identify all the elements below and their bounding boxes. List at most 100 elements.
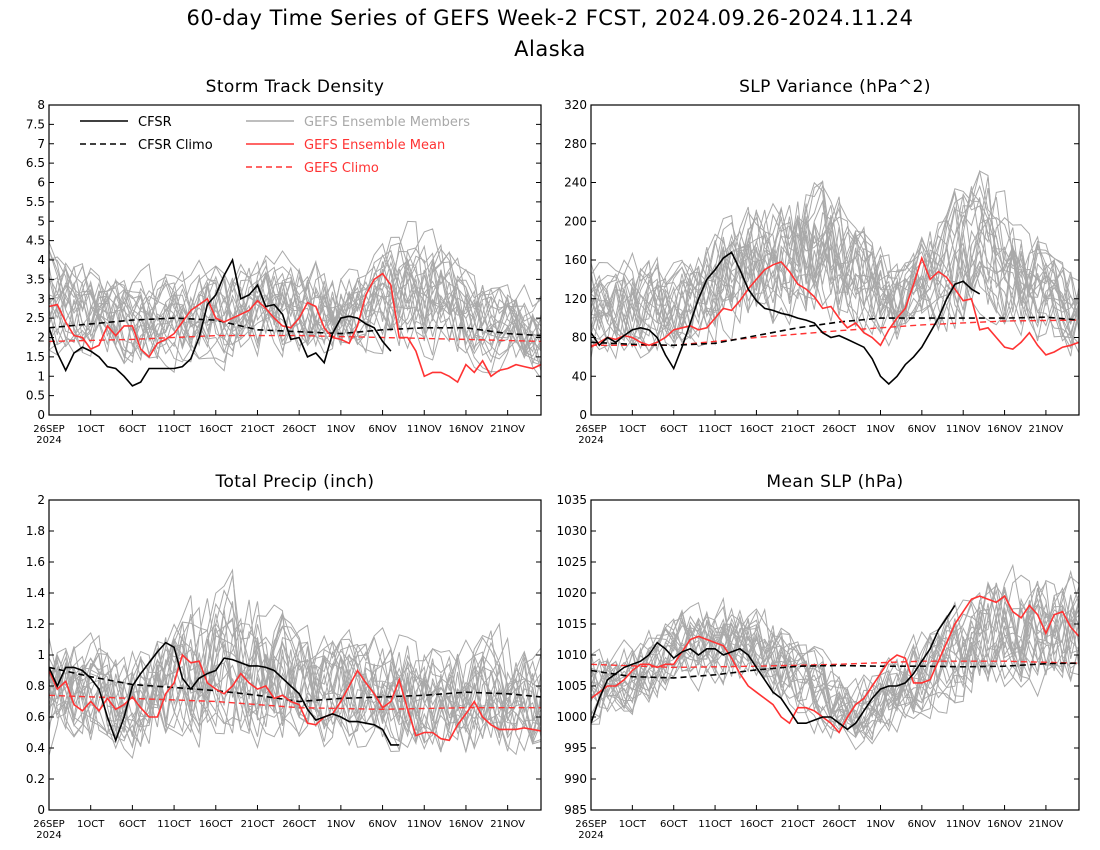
member-line (49, 259, 541, 365)
x-tick-label: 26SEP (575, 424, 606, 435)
member-line (49, 622, 541, 748)
y-tick-label: 0.4 (26, 741, 45, 755)
series-gefs-climo (591, 660, 1079, 669)
legend-label: CFSR (138, 115, 172, 130)
y-tick-label: 995 (564, 741, 587, 755)
y-tick-label: 1.2 (26, 617, 45, 631)
x-tick-label: 6NOV (368, 424, 397, 435)
x-tick-label: 11OCT (157, 424, 192, 435)
x-tick-label: 26SEP (33, 424, 64, 435)
panel-mean-slp: Mean SLP (hPa) 985 990 995 1000 1005 1010 1015 1… (556, 472, 1080, 841)
member-line (49, 621, 541, 750)
y-tick-label: 990 (564, 772, 587, 786)
y-tick-label: 1030 (556, 524, 587, 538)
series-cfsr-climo (49, 666, 541, 703)
x-tick-label: 16OCT (199, 819, 234, 830)
x-tick-label: 16NOV (987, 424, 1022, 435)
figure-title: 60-day Time Series of GEFS Week-2 FCST, … (186, 6, 913, 30)
legend-label: CFSR Climo (138, 138, 213, 153)
x-tick-label: 6OCT (660, 424, 688, 435)
x-tick-label: 21NOV (490, 819, 525, 830)
plot-frame (48, 104, 542, 416)
member-line (49, 249, 541, 379)
x-tick-label: 21OCT (241, 819, 276, 830)
member-line (49, 617, 541, 747)
y-tick-label: 120 (564, 292, 587, 306)
x-tick-label: 26OCT (282, 424, 317, 435)
y-tick-label: 280 (564, 137, 587, 151)
member-line (591, 589, 1079, 737)
y-tick-label: 2 (37, 331, 45, 345)
y-tick-label: 0 (579, 408, 587, 422)
y-tick-label: 3.5 (26, 272, 45, 286)
y-tick-label: 8 (37, 98, 45, 112)
legend: CFSR CFSR Climo GEFS Ensemble Members GEFS … (80, 115, 470, 176)
x-tick-label: 11NOV (946, 424, 981, 435)
series-cfsr (591, 251, 981, 386)
y-tick-label: 320 (564, 98, 587, 112)
series-gefs-climo (49, 694, 541, 711)
y-tick-label: 1035 (556, 493, 587, 507)
member-line (591, 184, 1079, 360)
series-cfsr-climo (591, 662, 1079, 679)
y-tick-label: 7 (37, 137, 45, 151)
y-tick-label: 1 (37, 369, 45, 383)
member-line (591, 213, 1079, 342)
y-tick-label: 1000 (556, 710, 587, 724)
panel-storm-track-density: Storm Track Density 0 0.5 1 1.5 2 2.5 3 3.5 4 4.5 5… (26, 77, 542, 446)
y-tick-label: 240 (564, 176, 587, 190)
member-line (49, 595, 541, 752)
y-tick-label: 4 (37, 253, 45, 267)
member-line (49, 249, 541, 364)
y-tick-label: 3 (37, 292, 45, 306)
y-tick-label: 5 (37, 214, 45, 228)
member-line (591, 190, 1079, 335)
member-line (49, 575, 541, 738)
member-line (591, 209, 1079, 345)
y-tick-label: 0.5 (26, 389, 45, 403)
y-tick-label: 1015 (556, 617, 587, 631)
x-tick-label: 26OCT (822, 424, 857, 435)
member-line (591, 196, 1079, 339)
x-tick-label: 1OCT (77, 819, 105, 830)
series-gefs-ensemble-mean (49, 272, 541, 384)
member-line (49, 611, 541, 756)
member-line (591, 180, 1079, 337)
x-tick-label: 6OCT (119, 819, 147, 830)
x-tick-label: 21NOV (1029, 819, 1064, 830)
series-gefs-climo (49, 334, 541, 343)
x-tick-label: 6NOV (368, 819, 397, 830)
x-year-label: 2024 (578, 435, 603, 446)
x-tick-label: 16NOV (449, 819, 484, 830)
x-tick-label: 11OCT (698, 819, 733, 830)
series-cfsr-climo (49, 317, 541, 337)
panel-total-precip: Total Precip (inch) 0 0.2 0.4 0.6 0.8 1 1.2 1.4 1… (26, 472, 542, 841)
member-line (49, 602, 541, 738)
x-tick-label: 16NOV (449, 424, 484, 435)
y-tick-label: 7.5 (26, 117, 45, 131)
member-line (591, 597, 1079, 733)
series-cfsr (49, 257, 392, 387)
member-line (591, 580, 1079, 734)
member-line (591, 569, 1079, 740)
x-tick-label: 26OCT (822, 819, 857, 830)
member-line (591, 169, 1079, 352)
panel-title-mean-slp: Mean SLP (hPa) (766, 472, 903, 492)
y-tick-label: 2.5 (26, 311, 45, 325)
x-tick-label: 6OCT (119, 424, 147, 435)
legend-label: GEFS Climo (304, 161, 379, 176)
ensemble-members (49, 568, 541, 759)
x-year-label: 2024 (578, 830, 603, 841)
ensemble-members (49, 220, 541, 379)
member-line (49, 250, 541, 365)
x-tick-label: 26SEP (575, 819, 606, 830)
x-tick-label: 21OCT (781, 819, 816, 830)
x-tick-label: 1OCT (619, 424, 647, 435)
series-cfsr-climo (591, 316, 1079, 347)
series-gefs-ensemble-mean (591, 255, 1079, 356)
member-line (49, 253, 541, 374)
member-line (49, 250, 541, 360)
x-tick-label: 21NOV (1029, 424, 1064, 435)
series-gefs-ensemble-mean (591, 594, 1079, 734)
y-tick-label: 0.8 (26, 679, 45, 693)
